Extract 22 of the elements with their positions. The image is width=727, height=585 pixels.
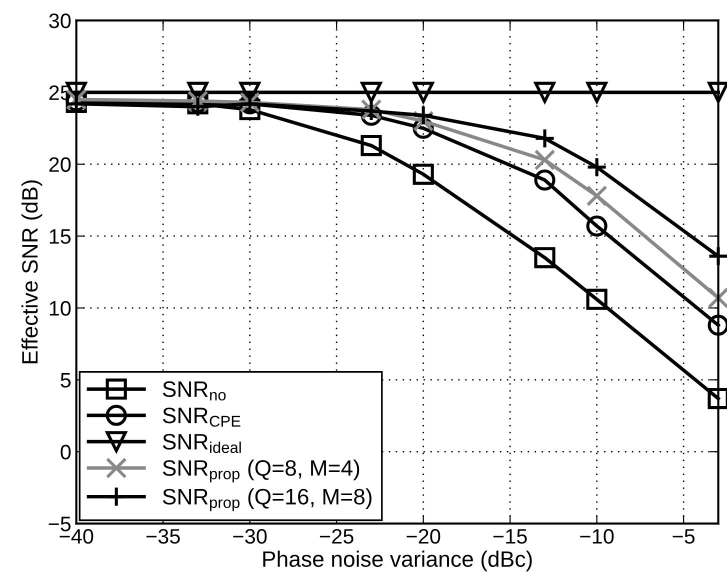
- legend-label: SNR$_{prop}$ (Q=8, M=4): [162, 460, 360, 482]
- legend-label: SNR$_{ideal}$: [162, 434, 241, 454]
- x-axis-title: Phase noise variance (dBc): [263, 550, 532, 572]
- legend-label: SNR$_{prop}$ (Q=16, M=8): [162, 488, 372, 512]
- y-tick-label: 5: [60, 373, 71, 388]
- y-tick-label: 0: [60, 444, 71, 460]
- x-tick-label: −25: [320, 528, 354, 544]
- y-axis-title: Effective SNR (dB): [21, 180, 42, 364]
- x-tick-label: −15: [493, 529, 527, 544]
- legend-label: SNR$_{CPE}$: [162, 408, 240, 427]
- y-tick-label: 15: [50, 229, 71, 244]
- x-tick-label: −20: [406, 528, 440, 544]
- x-tick-label: −30: [233, 528, 267, 544]
- x-tick-label: −5: [672, 529, 695, 544]
- x-tick-label: −10: [580, 528, 614, 544]
- y-tick-label: 20: [49, 157, 71, 172]
- y-tick-label: 30: [49, 13, 71, 28]
- x-tick-label: −35: [146, 528, 180, 544]
- legend-label: SNR$_{no}$: [162, 381, 226, 401]
- y-tick-label: 10: [50, 300, 71, 316]
- y-tick-label: −5: [48, 516, 71, 532]
- x-tick-label: −40: [60, 528, 94, 544]
